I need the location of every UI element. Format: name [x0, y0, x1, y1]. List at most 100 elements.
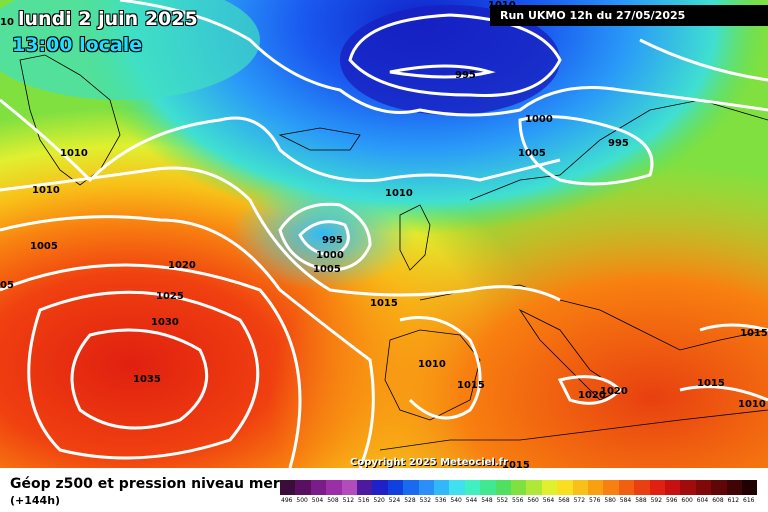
isobar-label: 1015	[370, 298, 398, 309]
isobar-label: 1010	[32, 185, 60, 196]
legend-value: 568	[558, 497, 570, 504]
isobar-label: 995	[608, 138, 629, 149]
pressure-labels: 995 1000 995 1005 1010 1010 1010 1005 99…	[0, 0, 768, 468]
legend-value: 596	[666, 497, 678, 504]
map-title: Géop z500 et pression niveau mer	[10, 476, 280, 492]
isobar-label: 1015	[502, 460, 530, 468]
legend-swatch	[603, 480, 619, 495]
legend-swatch	[418, 480, 434, 495]
isobar-label: 1010	[738, 399, 766, 410]
field-northwest	[0, 0, 260, 100]
legend-value: 560	[527, 497, 539, 504]
forecast-offset: (+144h)	[10, 494, 61, 507]
legend-swatch	[618, 480, 635, 495]
legend-swatch	[295, 480, 311, 495]
legend-swatch	[403, 480, 419, 495]
legend-swatch	[511, 480, 527, 495]
legend-swatch	[495, 480, 511, 495]
legend-value: 592	[650, 497, 663, 504]
isobar-label: 1000	[316, 250, 344, 261]
legend-value: 616	[743, 497, 755, 504]
isobar-label: 1020	[168, 260, 196, 271]
legend-value: 544	[465, 497, 478, 504]
isobar-label: 1010	[418, 359, 446, 370]
coastlines	[19, 54, 768, 451]
legend-swatch	[387, 480, 404, 495]
legend-value: 508	[327, 497, 339, 504]
isobar-label: 1030	[151, 317, 179, 328]
legend-value: 600	[681, 497, 693, 504]
run-info: Run UKMO 12h du 27/05/2025	[490, 5, 768, 26]
legend-swatch	[572, 480, 588, 495]
legend-value: 576	[589, 497, 601, 504]
legend-value: 536	[435, 497, 447, 504]
forecast-date: lundi 2 juin 2025	[18, 8, 198, 30]
legend-value: 528	[404, 497, 416, 504]
isobar-label: 1020	[578, 390, 606, 401]
isobar-label: 1015	[457, 380, 485, 391]
isobar-label: 05	[0, 280, 14, 291]
legend-swatch	[634, 480, 650, 495]
isobar-label: 1005	[30, 241, 58, 252]
footer: Géop z500 et pression niveau mer (+144h)…	[0, 468, 768, 512]
isobar-label: 1000	[525, 114, 553, 125]
legend-swatch	[541, 480, 558, 495]
legend-value: 588	[635, 497, 647, 504]
edge-label: 10	[0, 17, 14, 28]
isobar-label: 1015	[740, 328, 768, 339]
legend-swatch	[449, 480, 465, 495]
forecast-time: 13:00 locale	[12, 34, 143, 56]
legend-value: 524	[388, 497, 401, 504]
copyright: Copyright 2025 Meteociel.fr	[350, 457, 508, 468]
isobar-label: 1005	[518, 148, 546, 159]
isobar-label: 1025	[156, 291, 184, 302]
legend-value: 516	[358, 497, 370, 504]
isobar-label: 1015	[697, 378, 725, 389]
legend-value: 496	[281, 497, 293, 504]
legend-value: 532	[419, 497, 432, 504]
isobar-label: 995	[322, 235, 343, 246]
legend-swatch	[480, 480, 496, 495]
legend-value: 580	[604, 497, 616, 504]
legend-value: 608	[712, 497, 724, 504]
legend-value: 612	[727, 497, 740, 504]
legend-value: 520	[373, 497, 385, 504]
legend-swatch	[357, 480, 373, 495]
legend-value: 604	[696, 497, 709, 504]
legend-value: 504	[311, 497, 324, 504]
isobar-label: 1010	[385, 188, 413, 199]
legend-swatch	[557, 480, 573, 495]
legend-swatch	[680, 480, 696, 495]
legend-swatch	[310, 480, 327, 495]
legend-swatch	[726, 480, 742, 495]
legend-swatch	[711, 480, 727, 495]
legend-swatch	[464, 480, 481, 495]
isobar-label: 1020	[600, 386, 628, 397]
isobars	[0, 0, 768, 468]
legend-swatch	[695, 480, 712, 495]
legend-swatch	[526, 480, 542, 495]
legend-swatch	[434, 480, 450, 495]
legend-value: 512	[342, 497, 355, 504]
isobar-label: 1010	[60, 148, 88, 159]
isobar-label: 995	[455, 70, 476, 81]
legend-value: 584	[619, 497, 632, 504]
legend-value: 548	[481, 497, 493, 504]
legend-value: 540	[450, 497, 462, 504]
color-legend: 496 500 504 508 512 516 520 524 528 532 536 540 544 5…	[280, 480, 758, 508]
legend-value: 572	[573, 497, 586, 504]
legend-swatch	[341, 480, 357, 495]
legend-swatch	[326, 480, 342, 495]
legend-value: 500	[296, 497, 308, 504]
legend-swatch	[665, 480, 681, 495]
isobar-label: 1035	[133, 374, 161, 385]
isobar-label: 1005	[313, 264, 341, 275]
legend-swatch	[280, 480, 296, 495]
weather-map: 995 1000 995 1005 1010 1010 1010 1005 99…	[0, 0, 768, 468]
legend-value: 556	[512, 497, 524, 504]
legend-swatch	[649, 480, 665, 495]
legend-value: 564	[542, 497, 555, 504]
legend-swatch	[588, 480, 604, 495]
legend-value: 552	[496, 497, 509, 504]
legend-swatch	[742, 480, 758, 495]
